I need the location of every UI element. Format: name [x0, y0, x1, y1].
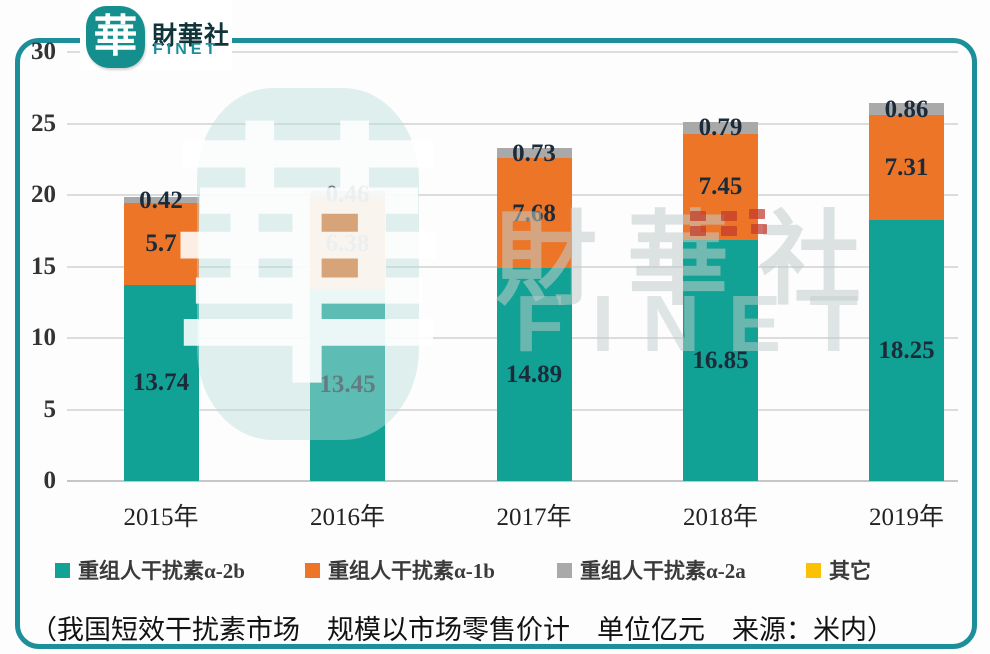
bar-value-label: 7.45 [698, 173, 743, 201]
bar-segment: 0.46 [310, 182, 385, 207]
bar-segment: 7.68 [496, 158, 572, 269]
legend-swatch-icon [806, 562, 821, 578]
bar-value-label: 0.73 [512, 139, 556, 167]
bar-value-label: 0.46 [325, 180, 370, 208]
bar-value-label: 14.89 [505, 361, 563, 389]
bar-segment: 5.7 [123, 203, 199, 285]
bar-segment: 13.45 [310, 288, 385, 481]
y-axis-tick: 25 [31, 109, 56, 137]
bar-value-label: 0.86 [884, 95, 929, 123]
bar-value-label: 7.31 [884, 154, 929, 182]
bar-segment: 18.25 [869, 220, 944, 481]
chart-caption: （我国短效干扰素市场 规模以市场零售价计 单位亿元 来源：米内） [30, 615, 894, 645]
bar-segment: 7.45 [683, 133, 758, 241]
bar-segment: 16.85 [683, 240, 758, 481]
seal-stamp-icon [721, 211, 737, 221]
finet-logo-icon: 華 [86, 6, 145, 68]
x-axis-label: 2016年 [309, 504, 385, 531]
bar-segment: 7.31 [869, 115, 944, 221]
bar-value-label: 5.7 [145, 230, 177, 258]
bar-segment: 13.74 [123, 284, 199, 481]
y-axis-tick: 0 [43, 467, 57, 494]
bar-segment: 14.89 [496, 268, 572, 481]
logo-glyph: 華 [93, 12, 138, 61]
legend-item: 重组人干扰素α-2a [557, 557, 746, 583]
bar-segment: 0.42 [123, 188, 199, 213]
legend-swatch-icon [55, 562, 70, 578]
gridline-y0 [67, 480, 958, 482]
seal-stamp-icon [751, 224, 767, 234]
bar-value-label: 7.68 [512, 199, 556, 227]
bar-value-label: 6.38 [325, 229, 370, 257]
legend-swatch-icon [557, 562, 572, 578]
y-axis-tick: 5 [43, 395, 57, 423]
x-axis-label: 2019年 [868, 504, 944, 531]
legend-swatch-icon [305, 562, 320, 578]
y-axis-tick: 20 [31, 181, 56, 208]
bar-value-label: 16.85 [692, 347, 749, 374]
border-frame [15, 38, 977, 649]
x-axis-label: 2018年 [682, 504, 758, 531]
x-axis-label: 2015年 [123, 504, 199, 531]
legend-item: 重组人干扰素α-2b [55, 557, 245, 583]
seal-stamp-icon [749, 209, 765, 219]
brand-subtitle: FINET [153, 41, 220, 58]
bar-segment: 0.79 [683, 115, 758, 140]
bar-value-label: 0.79 [698, 114, 743, 142]
gridline-y30 [67, 51, 958, 53]
bar-segment: 6.38 [310, 197, 385, 289]
seal-stamp-icon [690, 211, 706, 221]
legend-label: 重组人干扰素α-2a [580, 559, 746, 583]
bar-value-label: 0.42 [139, 186, 183, 214]
y-axis-tick: 30 [31, 38, 56, 65]
x-axis-label: 2017年 [496, 504, 572, 531]
y-axis-tick: 15 [31, 252, 56, 280]
bar-value-label: 18.25 [878, 337, 935, 364]
bar-segment: 0.86 [869, 97, 944, 122]
legend-label: 重组人干扰素α-2b [78, 559, 245, 583]
legend-item: 其它 [806, 557, 871, 583]
y-axis-tick: 10 [31, 324, 56, 351]
legend-item: 重组人干扰素α-1b [305, 557, 495, 583]
seal-stamp-icon [690, 226, 706, 236]
legend-label: 重组人干扰素α-1b [328, 559, 495, 583]
seal-stamp-icon [721, 226, 737, 236]
bar-segment: 0.73 [496, 141, 572, 166]
legend-label: 其它 [829, 559, 871, 583]
gridline-y25 [67, 122, 958, 125]
bar-value-label: 13.45 [319, 371, 376, 399]
bar-value-label: 13.74 [132, 369, 190, 397]
brand-name: 財華社 [152, 23, 231, 50]
